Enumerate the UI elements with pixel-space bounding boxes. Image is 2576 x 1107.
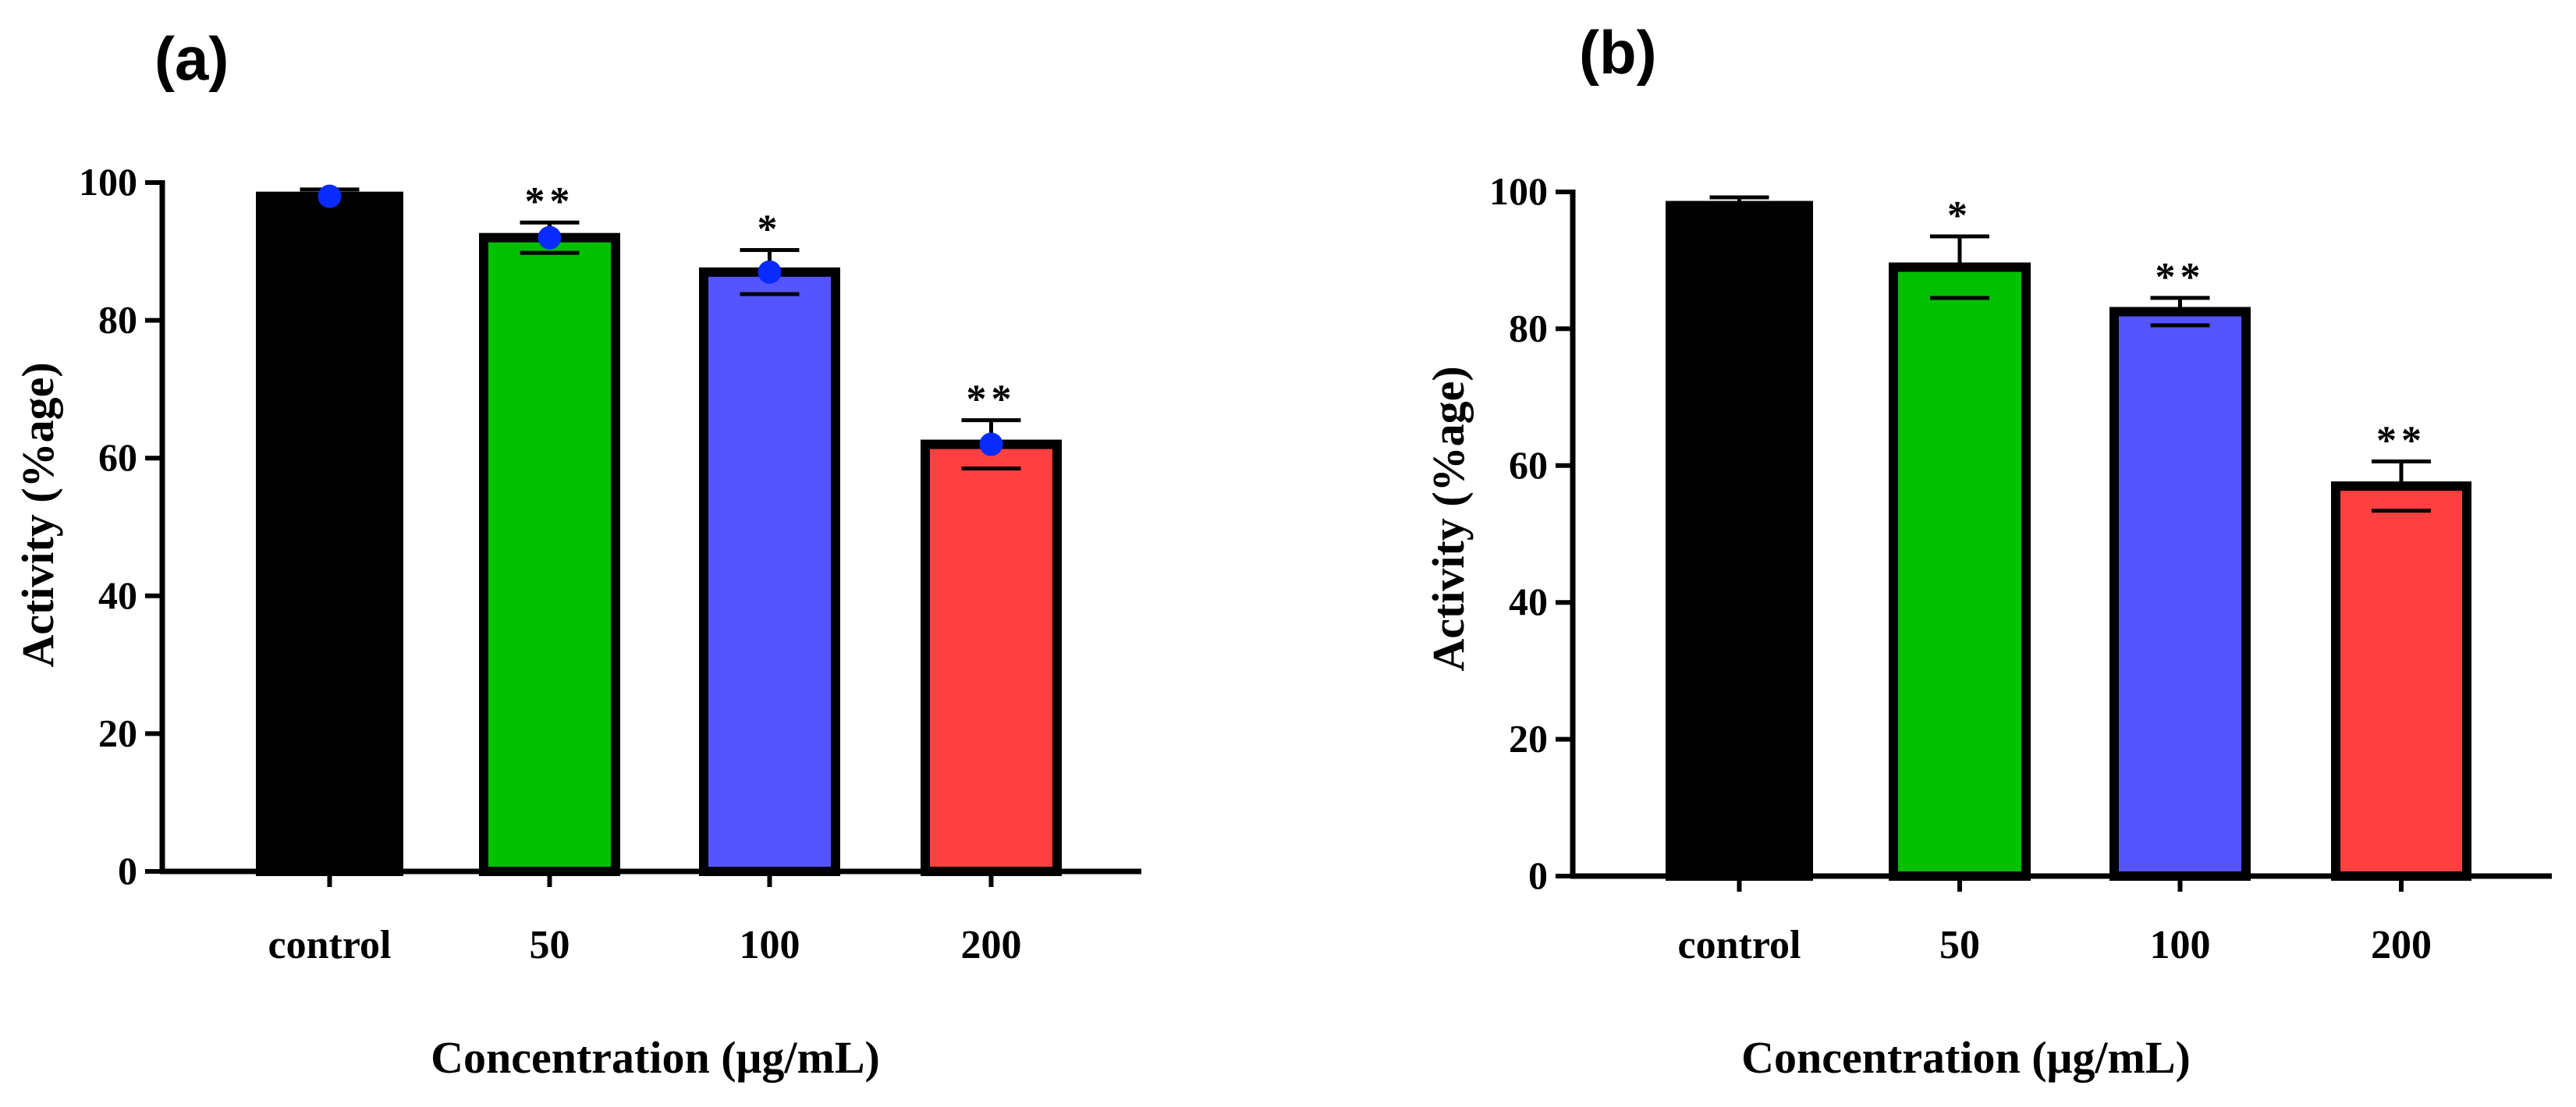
data-point	[979, 432, 1003, 456]
y-tick-label: 100	[1489, 169, 1548, 213]
y-tick-label: 20	[98, 711, 137, 754]
x-axis-label: Concentration (μg/mL)	[1741, 1032, 2191, 1083]
y-tick-label: 80	[98, 298, 137, 342]
chart-a-svg: (a) Activity (%age) Concentration (μg/mL…	[12, 24, 1141, 1083]
panel-label: (a)	[154, 24, 229, 93]
significance-mark: **	[967, 378, 1017, 422]
y-tick-label: 20	[1509, 717, 1548, 761]
x-tick-label: 200	[961, 923, 1022, 967]
x-tick-label: 50	[530, 923, 570, 967]
data-point	[318, 184, 342, 208]
significance-mark: *	[758, 208, 782, 252]
bar	[699, 267, 840, 877]
bar	[921, 439, 1062, 876]
chart-panel-a: (a) Activity (%age) Concentration (μg/mL…	[12, 24, 1141, 1083]
significance-mark: **	[2156, 255, 2205, 300]
x-tick-label: 100	[2150, 923, 2211, 967]
bar	[479, 232, 620, 876]
y-tick-label: 40	[1509, 580, 1548, 623]
x-tick-label: control	[268, 923, 392, 967]
x-tick-label: control	[1678, 923, 1801, 967]
y-tick-label: 0	[118, 849, 137, 892]
x-axis-label: Concentration (μg/mL)	[431, 1032, 880, 1083]
significance-mark: **	[525, 179, 575, 224]
x-tick-label: 50	[1939, 923, 1980, 967]
y-axis-label: Activity (%age)	[1423, 366, 1474, 671]
bar	[2331, 481, 2471, 881]
marks: *****	[256, 179, 1062, 877]
bar	[256, 191, 403, 877]
significance-mark: *	[1947, 193, 1972, 238]
x-tick-label: 100	[740, 923, 800, 967]
x-tick-label: 200	[2371, 923, 2432, 967]
chart-b-svg: (b) Activity (%age) Concentration (μg/mL…	[1423, 18, 2552, 1083]
significance-mark: **	[2376, 419, 2426, 463]
data-point	[538, 225, 562, 250]
data-point	[758, 260, 782, 284]
y-tick-label: 40	[98, 573, 137, 617]
axes: 0 20 40 60 80 100 control 50 100 200	[1489, 169, 2552, 967]
y-tick-label: 60	[1509, 443, 1548, 487]
chart-panel-b: (b) Activity (%age) Concentration (μg/mL…	[1288, 0, 2576, 1107]
y-tick-label: 0	[1528, 853, 1548, 897]
panel-label: (b)	[1579, 18, 1657, 87]
bar	[1889, 262, 2031, 882]
y-tick-label: 60	[98, 435, 137, 479]
y-tick-label: 80	[1509, 306, 1548, 349]
marks: *****	[1666, 193, 2471, 882]
y-axis-label: Activity (%age)	[12, 362, 63, 667]
bar	[2109, 307, 2251, 882]
bar	[1666, 200, 1813, 882]
y-tick-label: 100	[79, 160, 137, 204]
